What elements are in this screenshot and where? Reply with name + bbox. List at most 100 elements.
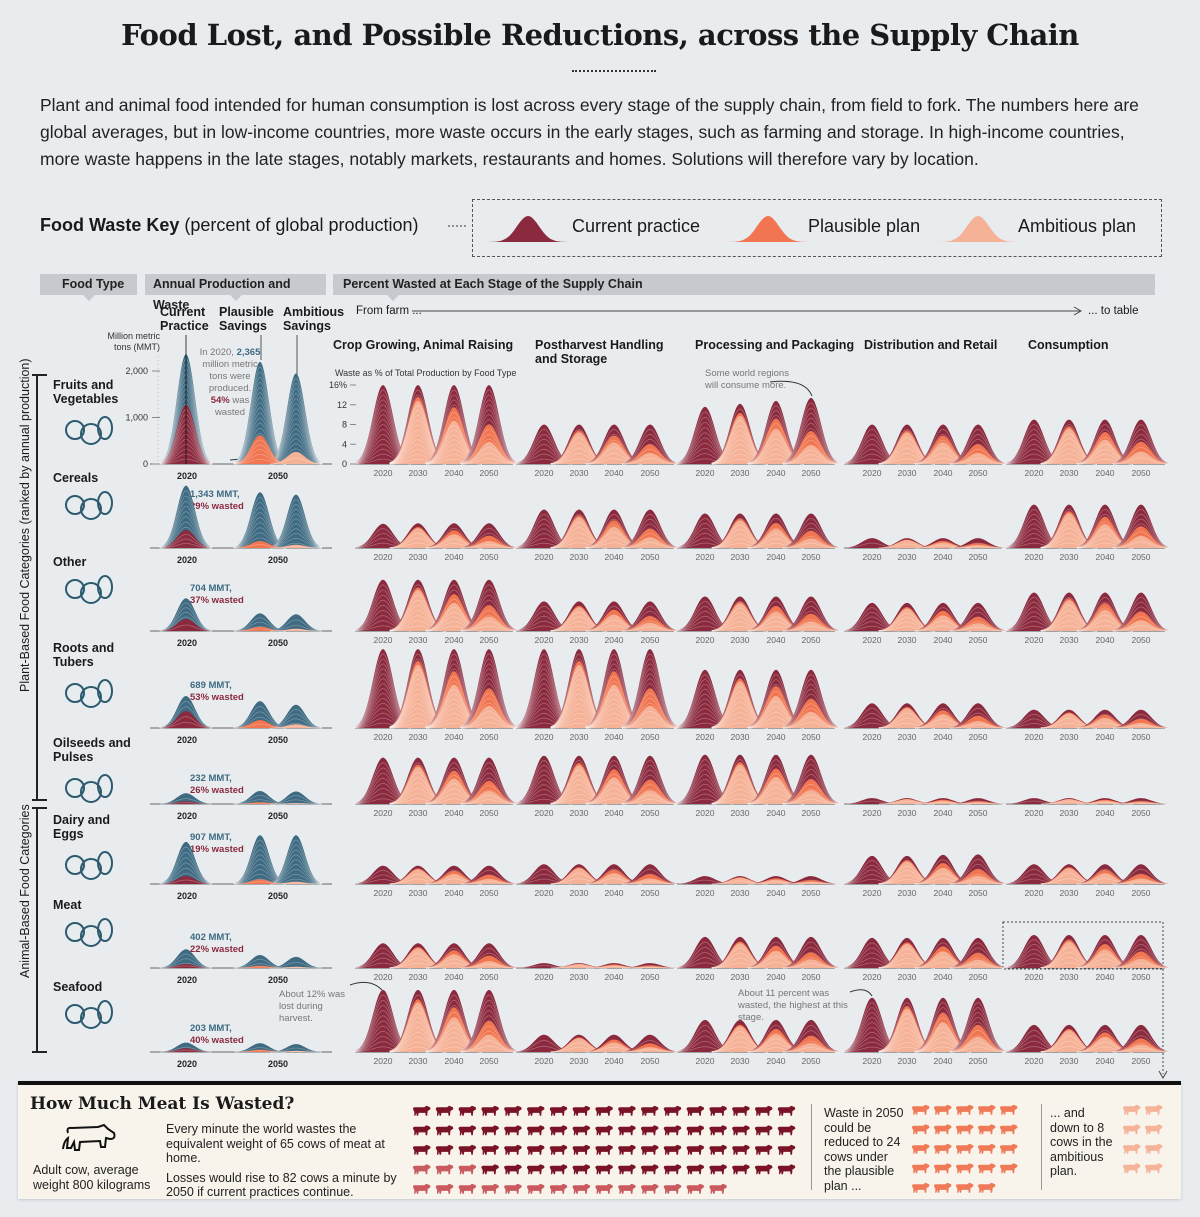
stage-hump-current xyxy=(461,385,517,464)
stage-hump-current xyxy=(355,989,411,1052)
stage-hump-ambitious xyxy=(1113,722,1169,728)
stage-year-label: 2050 xyxy=(1132,972,1151,982)
stage-hump-current-ridge-line xyxy=(460,767,518,805)
stage-hump-current-ridge-line xyxy=(621,513,679,549)
stage-year-label: 2050 xyxy=(1132,552,1151,562)
stage-hump-ambitious xyxy=(748,776,804,804)
stage-hump-current-ridge-line xyxy=(1112,868,1170,885)
stage-hump-current-ridge-line xyxy=(460,658,518,729)
waste-hump-2020 xyxy=(160,1048,212,1052)
waste-hump-plausible-ridge-line xyxy=(234,1050,286,1053)
stage-hump-ambitious xyxy=(1077,524,1133,548)
stage-hump-ambitious xyxy=(390,664,446,728)
stage-hump-current-ridge-line xyxy=(460,683,518,729)
harvest-arrow-icon xyxy=(349,981,383,991)
stage-year-label: 2040 xyxy=(934,972,953,982)
stage-hump-ambitious xyxy=(622,705,678,728)
stage-hump-ambitious xyxy=(950,453,1006,464)
stage-year-label: 2020 xyxy=(1025,972,1044,982)
stage-hump-ambitious xyxy=(461,441,517,464)
stage-hump-ambitious-ridge-line xyxy=(460,794,518,805)
stage-year-label: 2030 xyxy=(898,808,917,818)
waste-hump-2020-ridge-line xyxy=(159,538,213,549)
production-hump-2020-ridge-line xyxy=(159,851,213,885)
stage-hump-ambitious xyxy=(586,1042,642,1052)
stage-hump-current-ridge-line xyxy=(782,679,840,729)
production-hump-ambitious-ridge-line xyxy=(269,508,323,549)
stage-hump-ambitious xyxy=(586,614,642,631)
stage-hump-current-ridge-line xyxy=(782,759,840,805)
stage-hump-ambitious xyxy=(1077,800,1133,804)
col-ambitious-savings: Ambitious Savings xyxy=(283,305,345,333)
stage-hump-ambitious xyxy=(551,517,607,548)
stage-hump-ambitious xyxy=(879,861,935,884)
stage-year-label: 2050 xyxy=(641,732,660,742)
waste-hump-ambitious xyxy=(270,724,322,728)
stage-year-label: 2050 xyxy=(969,972,988,982)
stage-year-label: 2030 xyxy=(731,552,750,562)
stage-hump-plausible-ridge-line xyxy=(621,448,679,465)
stage-hump-ambitious-ridge-line xyxy=(621,794,679,805)
food-icon-other xyxy=(65,575,113,604)
production-hump-2020-ridge-line xyxy=(159,953,213,969)
waste-hump-ambitious xyxy=(270,966,322,968)
stage-hump-current-ridge-line xyxy=(949,438,1007,465)
stage-hump-current xyxy=(622,649,678,728)
meat-consumption-highlight xyxy=(1002,921,1164,970)
stage-hump-ambitious-ridge-line xyxy=(782,1047,840,1053)
stage-header-crop: Crop Growing, Animal Raising xyxy=(333,338,514,352)
stage-hump-ambitious xyxy=(748,612,804,631)
stage-hump-current-ridge-line xyxy=(621,688,679,729)
waste-hump-2020 xyxy=(160,963,212,968)
stage-year-label: 2040 xyxy=(1096,808,1115,818)
stage-year-label: 2020 xyxy=(535,972,554,982)
stage-year-label: 2040 xyxy=(605,808,624,818)
food-icon-cereals xyxy=(65,491,113,520)
stage-hump-ambitious-ridge-line xyxy=(949,626,1007,632)
stage-hump-ambitious xyxy=(622,453,678,464)
production-hump-ambitious-ridge-line xyxy=(269,869,323,885)
stage-hump-ambitious xyxy=(461,541,517,548)
production-year-label: 2020 xyxy=(177,735,197,745)
waste-hump-2020-ridge-line xyxy=(159,458,213,465)
stage-hump-ambitious xyxy=(915,868,971,884)
ann-mid: million metric tons were produced. xyxy=(202,359,258,394)
waste-hump-ambitious xyxy=(270,544,322,548)
stage-hump-ambitious xyxy=(390,869,446,884)
production-year-label: 2050 xyxy=(268,735,288,745)
stage-hump-ambitious xyxy=(426,778,482,804)
production-hump-2020-ridge-line xyxy=(159,500,213,549)
stage-hump-plausible-ridge-line xyxy=(1112,447,1170,465)
stage-hump-ambitious xyxy=(879,799,935,804)
stage-hump-ambitious xyxy=(551,607,607,631)
stage-hump-current-ridge-line xyxy=(949,947,1007,969)
stage-year-label: 2030 xyxy=(570,972,589,982)
production-hump-2020-ridge-line xyxy=(159,857,213,885)
production-hump-ambitious xyxy=(270,956,322,968)
waste-hump-2020-ridge-line xyxy=(159,443,213,465)
stage-hump-ambitious xyxy=(783,1043,839,1052)
regions-arrow-icon xyxy=(769,380,813,397)
stage-hump-current-ridge-line xyxy=(1112,713,1170,729)
stage-hump-current-ridge-line xyxy=(621,668,679,729)
production-axis-label: Million metric tons (MMT) xyxy=(107,331,160,352)
stage-hump-ambitious-ridge-line xyxy=(950,802,1006,805)
stage-hump-current-ridge-line xyxy=(621,518,679,549)
stage-hump-ambitious-ridge-line xyxy=(949,1041,1007,1053)
production-year-label: 2050 xyxy=(268,1059,288,1069)
stage-hump-ambitious xyxy=(783,959,839,968)
production-hump-2020-ridge-line xyxy=(159,611,213,632)
pct-wasted: 40% wasted xyxy=(190,1035,244,1046)
production-hump-ambitious-ridge-line xyxy=(269,423,323,465)
waste-hump-2020-ridge-line xyxy=(160,1049,212,1053)
production-hump-ambitious-ridge-line xyxy=(269,624,323,632)
stage-hump-plausible-ridge-line xyxy=(621,533,679,549)
stage-hump-ambitious xyxy=(783,711,839,728)
stage-year-label: 2040 xyxy=(1096,732,1115,742)
waste-hump-plausible-ridge-line xyxy=(233,723,287,729)
waste-hump-ambitious-ridge-line xyxy=(270,1051,322,1053)
food-icon-dairy-and-eggs xyxy=(65,851,113,880)
stage-hump-current-ridge-line xyxy=(1112,601,1170,632)
stage-year-label: 2050 xyxy=(802,468,821,478)
harvest-annotation: About 12% was lost during harvest. xyxy=(279,989,346,1024)
